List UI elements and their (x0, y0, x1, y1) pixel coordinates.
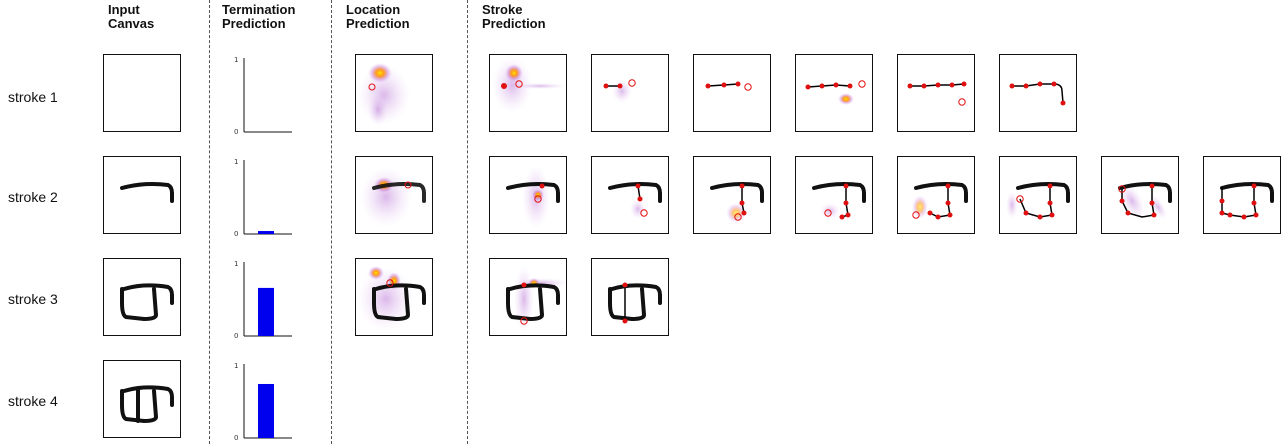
stroke-pred-1-5 (897, 54, 975, 132)
input-canvas-1 (103, 54, 181, 132)
termination-svg-1: 1 0 (234, 56, 292, 136)
stroke-pred-1-2 (591, 54, 669, 132)
stroke-pred-3-1 (489, 258, 567, 336)
stroke-pred-2-2 (591, 156, 669, 234)
termination-chart-1: 1 0 (228, 56, 294, 139)
termination-chart-3: 1 0 (228, 260, 294, 343)
header-stroke-prediction: Stroke Prediction (482, 2, 546, 31)
input-canvas-4 (103, 360, 181, 438)
termination-bar-3 (258, 287, 274, 336)
separator-3 (467, 0, 468, 444)
tick-max-2: 1 (234, 158, 238, 166)
row-label-stroke-4: stroke 4 (8, 393, 58, 409)
row-label-stroke-3: stroke 3 (8, 291, 58, 307)
termination-bar-2 (258, 231, 274, 234)
stroke-pred-1-1 (489, 54, 567, 132)
stroke-pred-2-5 (897, 156, 975, 234)
termination-bar-4 (258, 383, 274, 438)
termination-chart-2: 1 0 (228, 158, 294, 241)
separator-2 (331, 0, 332, 444)
stroke-pred-2-7 (1101, 156, 1179, 234)
header-termination-prediction: Termination Prediction (222, 2, 296, 31)
stroke-pred-2-8 (1203, 156, 1281, 234)
location-heatmap-1 (358, 63, 410, 126)
header-input-canvas: Input Canvas (108, 2, 155, 31)
input-canvas-2 (103, 156, 181, 234)
row-label-stroke-2: stroke 2 (8, 189, 58, 205)
location-map-2 (355, 156, 433, 234)
tick-max-1: 1 (234, 56, 238, 64)
row-label-stroke-1: stroke 1 (8, 89, 58, 105)
separator-1 (209, 0, 210, 444)
stroke-pred-3-2 (591, 258, 669, 336)
tick-min-3: 0 (234, 332, 238, 340)
tick-min-4: 0 (234, 434, 238, 442)
stroke-pred-2-3 (693, 156, 771, 234)
termination-chart-4: 1 0 (228, 362, 294, 445)
tick-min-2: 0 (234, 230, 238, 238)
tick-max-3: 1 (234, 260, 238, 268)
location-map-3 (355, 258, 433, 336)
location-map-1 (355, 54, 433, 132)
tick-max-4: 1 (234, 362, 238, 370)
stroke-pred-2-4 (795, 156, 873, 234)
stroke-pred-1-6 (999, 54, 1077, 132)
stroke-pred-1-4 (795, 54, 873, 132)
stroke-pred-2-6 (999, 156, 1077, 234)
input-canvas-3 (103, 258, 181, 336)
stroke-pred-2-1 (489, 156, 567, 234)
header-location-prediction: Location Prediction (346, 2, 410, 31)
tick-min-1: 0 (234, 128, 238, 136)
stroke-pred-1-3 (693, 54, 771, 132)
